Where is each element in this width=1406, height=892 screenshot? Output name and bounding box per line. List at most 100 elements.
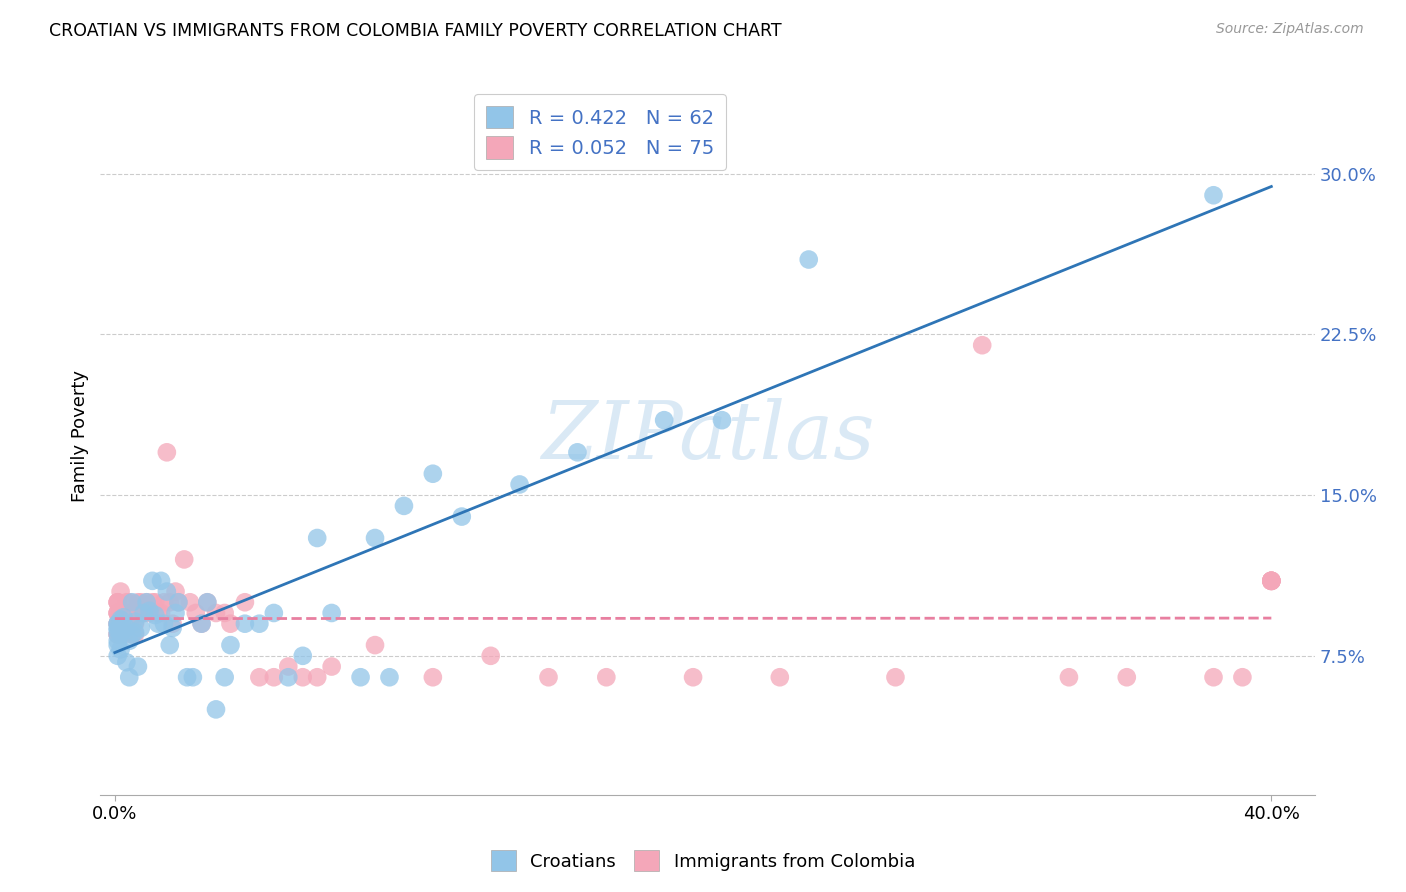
Point: [132, 606, 155, 620]
Legend: Croatians, Immigrants from Colombia: Croatians, Immigrants from Colombia: [484, 843, 922, 879]
Point: [1057, 670, 1080, 684]
Y-axis label: Family Poverty: Family Poverty: [72, 370, 89, 502]
Point: [263, 670, 285, 684]
Point: [107, 623, 129, 637]
Point: [1115, 670, 1137, 684]
Point: [107, 621, 129, 635]
Point: [364, 531, 387, 545]
Point: [135, 595, 157, 609]
Point: [450, 509, 472, 524]
Point: [115, 621, 138, 635]
Point: [141, 574, 163, 588]
Point: [972, 338, 994, 352]
Point: [159, 638, 181, 652]
Point: [112, 616, 135, 631]
Point: [205, 702, 228, 716]
Point: [652, 413, 675, 427]
Point: [184, 606, 207, 620]
Point: [138, 604, 160, 618]
Point: [135, 595, 157, 609]
Point: [124, 616, 146, 631]
Legend: R = 0.422   N = 62, R = 0.052   N = 75: R = 0.422 N = 62, R = 0.052 N = 75: [474, 95, 725, 170]
Point: [107, 606, 129, 620]
Point: [107, 648, 129, 663]
Point: [190, 616, 212, 631]
Point: [121, 627, 143, 641]
Point: [159, 595, 181, 609]
Point: [150, 574, 173, 588]
Point: [173, 552, 195, 566]
Point: [110, 606, 132, 620]
Point: [537, 670, 560, 684]
Point: [141, 595, 163, 609]
Point: [112, 627, 135, 641]
Point: [115, 606, 138, 620]
Point: [118, 670, 141, 684]
Point: [509, 477, 531, 491]
Point: [181, 670, 204, 684]
Point: [682, 670, 704, 684]
Point: [156, 584, 179, 599]
Point: [148, 616, 170, 631]
Point: [107, 595, 129, 609]
Point: [127, 595, 149, 609]
Point: [233, 595, 256, 609]
Point: [124, 625, 146, 640]
Point: [1260, 574, 1282, 588]
Point: [247, 616, 270, 631]
Point: [422, 670, 444, 684]
Point: [107, 616, 129, 631]
Point: [110, 627, 132, 641]
Point: [321, 659, 343, 673]
Point: [1260, 574, 1282, 588]
Point: [118, 633, 141, 648]
Point: [121, 595, 143, 609]
Point: [115, 655, 138, 669]
Point: [153, 595, 176, 609]
Point: [195, 595, 218, 609]
Point: [711, 413, 734, 427]
Point: [1260, 574, 1282, 588]
Text: ZIPatlas: ZIPatlas: [541, 398, 875, 475]
Point: [179, 595, 201, 609]
Text: Source: ZipAtlas.com: Source: ZipAtlas.com: [1216, 22, 1364, 37]
Point: [107, 595, 129, 609]
Point: [107, 616, 129, 631]
Point: [124, 615, 146, 629]
Point: [110, 642, 132, 657]
Point: [121, 627, 143, 641]
Point: [1202, 188, 1225, 202]
Point: [132, 606, 155, 620]
Point: [291, 648, 314, 663]
Point: [422, 467, 444, 481]
Point: [129, 621, 152, 635]
Point: [118, 595, 141, 609]
Point: [143, 608, 166, 623]
Point: [277, 670, 299, 684]
Point: [769, 670, 792, 684]
Point: [190, 616, 212, 631]
Point: [1260, 574, 1282, 588]
Point: [884, 670, 907, 684]
Point: [167, 595, 190, 609]
Point: [107, 627, 129, 641]
Point: [148, 606, 170, 620]
Point: [110, 584, 132, 599]
Point: [153, 616, 176, 631]
Point: [138, 606, 160, 620]
Point: [107, 633, 129, 648]
Point: [107, 606, 129, 620]
Point: [479, 648, 502, 663]
Point: [1260, 574, 1282, 588]
Point: [214, 606, 236, 620]
Point: [107, 627, 129, 641]
Point: [127, 659, 149, 673]
Point: [797, 252, 820, 267]
Point: [195, 595, 218, 609]
Point: [247, 670, 270, 684]
Point: [107, 627, 129, 641]
Point: [165, 584, 187, 599]
Point: [1260, 574, 1282, 588]
Point: [107, 616, 129, 631]
Point: [167, 595, 190, 609]
